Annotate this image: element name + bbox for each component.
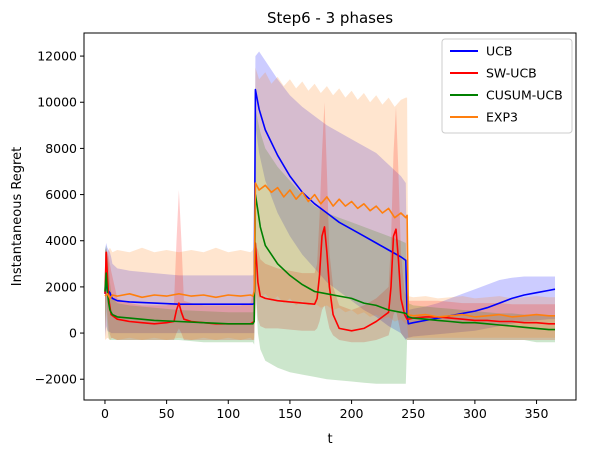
x-axis-label: t	[327, 432, 332, 447]
x-tick-label: 0	[101, 406, 109, 421]
x-tick-label: 100	[216, 406, 240, 421]
y-axis-ticks: −2000 0 2000 4000 6000 8000 10000 12000	[35, 49, 84, 387]
y-tick-label: −2000	[35, 372, 77, 387]
x-tick-label: 300	[463, 406, 487, 421]
x-tick-label: 150	[278, 406, 302, 421]
y-tick-label: 8000	[45, 141, 77, 156]
y-tick-label: 2000	[45, 279, 77, 294]
x-tick-label: 50	[159, 406, 175, 421]
y-tick-label: 4000	[45, 233, 77, 248]
x-tick-label: 250	[401, 406, 425, 421]
y-tick-label: 12000	[37, 49, 77, 64]
x-tick-label: 350	[525, 406, 549, 421]
y-axis-label: Instantaneous Regret	[10, 147, 25, 286]
legend: UCB SW-UCB CUSUM-UCB EXP3	[442, 39, 572, 133]
x-tick-label: 200	[340, 406, 364, 421]
chart-title: Step6 - 3 phases	[267, 9, 393, 27]
legend-label-exp3: EXP3	[486, 110, 518, 125]
x-axis-ticks: 0 50 100 150 200 250 300 350	[101, 400, 549, 421]
legend-label-sw-ucb: SW-UCB	[486, 66, 537, 81]
y-tick-label: 6000	[45, 187, 77, 202]
legend-label-cusum-ucb: CUSUM-UCB	[486, 88, 563, 103]
y-tick-label: 10000	[37, 95, 77, 110]
y-tick-label: 0	[69, 326, 77, 341]
legend-label-ucb: UCB	[486, 44, 512, 59]
